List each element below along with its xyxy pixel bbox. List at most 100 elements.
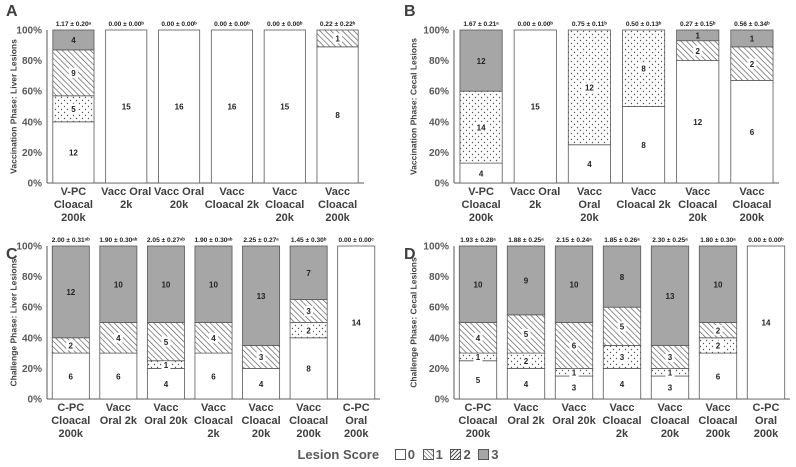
bar-label-bg: [758, 317, 774, 328]
x-category-label: Oral 20k: [144, 415, 188, 427]
legend-item-0: 0: [394, 447, 415, 462]
mean-score-label: 2.15 ± 0.24ᵃ: [556, 237, 592, 244]
bar-label-bg: [224, 101, 240, 112]
x-category-label: 200k: [466, 428, 491, 440]
bar-count-label: 2: [306, 326, 311, 335]
mean-score-label: 2.25 ± 0.27ᵃ: [243, 237, 279, 244]
panel-letter-C: C: [6, 246, 18, 263]
bar-label-bg: [693, 45, 703, 56]
y-tick-label: 40%: [429, 117, 449, 128]
legend-title: Lesion Score: [297, 447, 380, 462]
x-category-label: C-PC: [343, 402, 370, 414]
x-category-label: Oral 2k: [507, 415, 545, 427]
bar-label-bg: [617, 271, 627, 282]
legend-swatch-2: [450, 449, 462, 460]
x-category-label: Oral: [578, 199, 600, 211]
bar-count-label: 7: [306, 269, 311, 278]
bar-count-label: 2: [69, 342, 74, 351]
y-axis-label: Vaccination Phase: Liver Lesions: [8, 39, 18, 174]
x-category-label: Vacc: [219, 186, 244, 198]
y-tick-label: 60%: [22, 303, 42, 314]
x-category-label: 200k: [344, 428, 369, 440]
x-category-label: Vacc: [577, 186, 602, 198]
bar-count-label: 2: [716, 342, 721, 351]
y-tick-label: 40%: [22, 117, 42, 128]
bar-label-bg: [521, 355, 531, 366]
mean-score-label: 0.00 ± 0.00ᵇ: [267, 21, 303, 28]
legend-item-1: 1: [422, 447, 443, 462]
bar-count-label: 1: [476, 353, 481, 362]
bar-count-label: 2: [750, 60, 755, 69]
x-category-label: Cloacal: [462, 199, 501, 211]
x-category-label: Vacc Oral: [101, 186, 151, 198]
mean-score-label: 2.05 ± 0.27ᵃᵇ: [147, 237, 185, 244]
x-category-label: Vacc: [705, 402, 730, 414]
bar-count-label: 12: [693, 118, 702, 127]
bar-label-bg: [473, 332, 483, 343]
x-category-label: 20k: [170, 199, 189, 211]
bar-count-label: 5: [476, 376, 481, 385]
bar-label-bg: [206, 279, 221, 290]
bar-count-label: 10: [209, 280, 218, 289]
x-category-label: V-PC: [61, 186, 87, 198]
x-category-label: 200k: [706, 428, 731, 440]
bar-count-label: 15: [280, 103, 289, 112]
bar-label-bg: [161, 336, 171, 347]
x-category-label: 20k: [689, 212, 708, 224]
x-category-label: 2k: [616, 428, 629, 440]
bar-count-label: 4: [259, 380, 264, 389]
bar-count-label: 14: [477, 123, 486, 132]
bar-count-label: 5: [620, 323, 625, 332]
x-category-label: Vacc: [325, 186, 350, 198]
mean-score-label: 0.75 ± 0.11ᵇ: [572, 21, 608, 28]
bar-label-bg: [639, 139, 649, 150]
y-tick-label: 20%: [429, 364, 449, 375]
y-axis-label: Vaccination Phase: Cecal Lesions: [408, 38, 418, 175]
mean-score-label: 1.90 ± 0.30ᵃᵇ: [99, 237, 137, 244]
bar-count-label: 10: [114, 280, 123, 289]
x-category-label: Oral 2k: [100, 415, 138, 427]
bar-label-bg: [617, 351, 627, 362]
x-category-label: 200k: [754, 428, 779, 440]
bar-label-bg: [158, 279, 174, 290]
legend-swatch-1: [422, 449, 434, 460]
x-category-label: Cloacal: [51, 415, 90, 427]
y-tick-label: 0%: [435, 179, 450, 190]
bar-count-label: 5: [524, 330, 529, 339]
mean-score-label: 0.56 ± 0.34ᵇ: [734, 21, 770, 28]
bar-count-label: 4: [116, 334, 121, 343]
bar-label-bg: [665, 367, 675, 378]
x-category-label: 20k: [661, 428, 680, 440]
legend-item-2: 2: [450, 447, 471, 462]
mean-score-label: 0.00 ± 0.00ᵇ: [517, 21, 553, 28]
bar-count-label: 15: [122, 103, 131, 112]
bar-count-label: 1: [696, 32, 701, 41]
bar-label-bg: [639, 63, 649, 74]
x-category-label: Cloacal: [54, 199, 93, 211]
bar-label-bg: [68, 103, 78, 114]
bar-count-label: 6: [572, 342, 577, 351]
mean-score-label: 0.00 ± 0.00ᶜ: [338, 237, 374, 244]
legend-label-3: 3: [491, 447, 499, 462]
y-tick-label: 60%: [429, 87, 449, 98]
x-category-label: C-PC: [465, 402, 492, 414]
x-category-label: Vacc: [685, 186, 710, 198]
y-tick-label: 80%: [22, 272, 42, 283]
bar-label-bg: [68, 34, 78, 45]
bar-label-bg: [256, 378, 266, 389]
legend-label-2: 2: [463, 447, 471, 462]
bar-count-label: 10: [714, 280, 723, 289]
x-category-label: Cloacal: [678, 199, 717, 211]
bar-label-bg: [662, 290, 678, 301]
bar-label-bg: [171, 101, 187, 112]
bar-count-label: 1: [668, 368, 673, 377]
bar-label-bg: [747, 33, 757, 44]
bar-label-bg: [209, 332, 218, 343]
x-category-label: Cloacal: [458, 415, 497, 427]
bar-segment-score-0: [513, 29, 557, 184]
bar-label-bg: [569, 367, 579, 378]
x-category-label: Vacc Oral: [154, 186, 204, 198]
bar-count-label: 8: [620, 273, 625, 282]
